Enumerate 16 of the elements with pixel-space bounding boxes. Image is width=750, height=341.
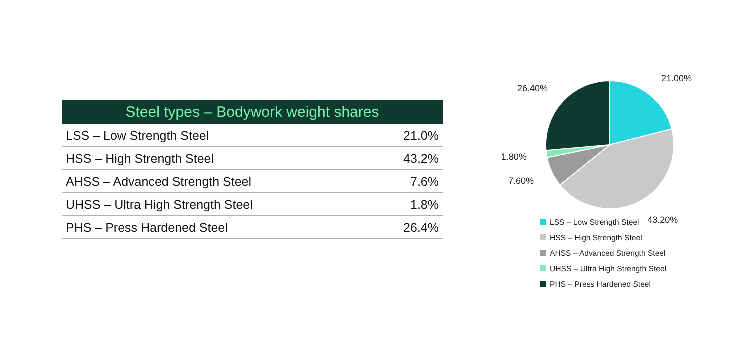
text: Steel types – Bodywork weight shares (126, 104, 380, 121)
category-label: PHS – Press Hardened Steel (66, 221, 228, 235)
text: 1.8% (410, 198, 439, 212)
text: 43.2% (404, 152, 439, 166)
data-label: 26.40% (518, 83, 548, 94)
data-label: 43.20% (648, 215, 678, 226)
data-label: 21.00% (661, 74, 692, 84)
text: 21.0% (404, 129, 439, 143)
category-label: HSS – High Strength Steel (66, 152, 214, 166)
data-label: 1.80% (501, 152, 527, 162)
category-label: LSS – Low Strength Steel (66, 129, 210, 143)
data-label: 7.60% (508, 176, 534, 186)
category-label: UHSS – Ultra High Strength Steel (66, 198, 253, 212)
text: 7.6% (410, 175, 439, 189)
category-label: AHSS – Advanced Strength Steel (66, 175, 252, 189)
text: 26.4% (404, 221, 439, 235)
